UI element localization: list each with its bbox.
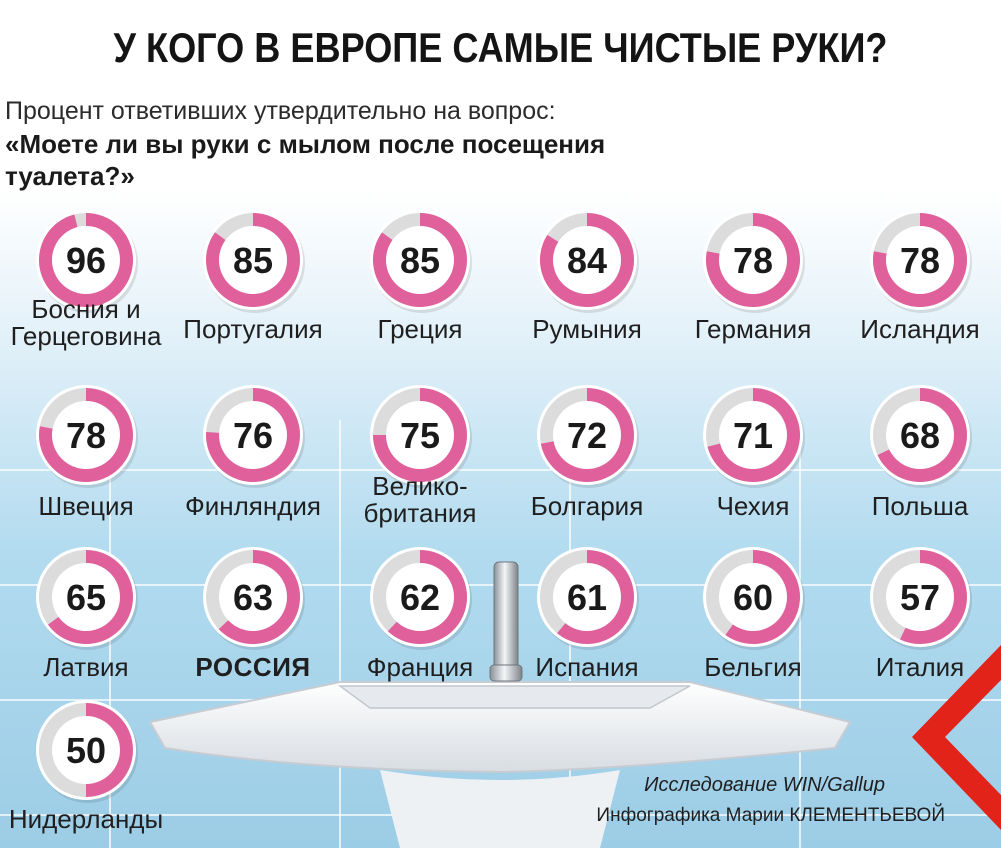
donut-hole [719,226,787,294]
donut-item: 96 [36,210,138,313]
donut-item: 78 [703,210,805,313]
country-label: РОССИЯ [195,652,311,682]
donut-item: 85 [203,210,305,313]
donut-hole [52,716,120,784]
donut-hole [553,226,621,294]
donut-item: 61 [537,547,639,650]
country-label: Польша [871,491,969,521]
country-label: Италия [875,652,965,682]
country-label: Румыния [532,314,642,344]
donut-value-label: 62 [400,577,440,618]
page-title: У КОГО В ЕВРОПЕ САМЫЕ ЧИСТЫЕ РУКИ? [113,24,888,71]
donut-hole [52,401,120,469]
source-note: Исследование WIN/Gallup [644,774,885,796]
country-label: Греция [377,314,463,344]
donut-item: 68 [870,385,972,488]
donut-value-label: 71 [733,415,773,456]
country-label: Испания [535,652,639,682]
donut-value-label: 68 [900,415,940,456]
donut-hole [886,401,954,469]
donut-hole [553,563,621,631]
donut-hole [553,401,621,469]
donut-value-label: 75 [400,415,440,456]
donut-hole [219,563,287,631]
donut-value-label: 78 [900,240,940,281]
country-label: Финляндия [184,491,322,521]
faucet [489,561,523,682]
donut-item: 72 [537,385,639,488]
country-label: Босния и Герцеговина [10,294,162,351]
donut-item: 78 [870,210,972,313]
survey-question: «Моете ли вы руки с мылом после посещени… [5,129,606,191]
donut-hole [719,563,787,631]
donut-value-label: 85 [233,240,273,281]
country-label: Германия [694,314,812,344]
donut-hole [386,563,454,631]
credit-note: Инфографика Марии КЛЕМЕНТЬЕВОЙ [596,805,945,826]
donut-hole [219,401,287,469]
donut-value-label: 63 [233,577,273,618]
donut-item: 63 [203,547,305,650]
donut-value-label: 50 [66,730,106,771]
country-label: Исландия [860,314,980,344]
donut-item: 76 [203,385,305,488]
donut-value-label: 84 [567,240,607,281]
country-label: Велико-британия [363,471,477,528]
donut-item: 57 [870,547,972,650]
donut-item: 60 [703,547,805,650]
donut-hole [386,226,454,294]
donut-value-label: 72 [567,415,607,456]
donut-hole [886,226,954,294]
country-label: Латвия [43,652,129,682]
donut-hole [886,563,954,631]
donut-value-label: 96 [66,240,106,281]
donut-value-label: 76 [233,415,273,456]
donut-hole [219,226,287,294]
donut-value-label: 60 [733,577,773,618]
donut-item: 50 [36,700,138,803]
subtitle: Процент ответивших утвердительно на вопр… [5,97,556,125]
country-label: Нидерланды [8,804,164,834]
donut-item: 84 [537,210,639,313]
donut-hole [52,563,120,631]
donut-value-label: 61 [567,577,607,618]
country-label: Болгария [530,491,644,521]
donut-value-label: 65 [66,577,106,618]
donut-item: 65 [36,547,138,650]
donut-hole [52,226,120,294]
donut-item: 85 [370,210,472,313]
country-label: Чехия [716,491,790,521]
donut-value-label: 57 [900,577,940,618]
country-label: Швеция [38,491,134,521]
country-label: Португалия [183,314,323,344]
donut-item: 71 [703,385,805,488]
donut-item: 78 [36,385,138,488]
donut-item: 62 [370,547,472,650]
donut-item: 75 [370,385,472,488]
country-label: Бельгия [704,652,802,682]
country-label: Франция [366,652,474,682]
sink [148,681,852,848]
donut-value-label: 78 [66,415,106,456]
donut-hole [386,401,454,469]
donut-hole [719,401,787,469]
donut-value-label: 85 [400,240,440,281]
logo-mark [912,645,1001,830]
donut-value-label: 78 [733,240,773,281]
